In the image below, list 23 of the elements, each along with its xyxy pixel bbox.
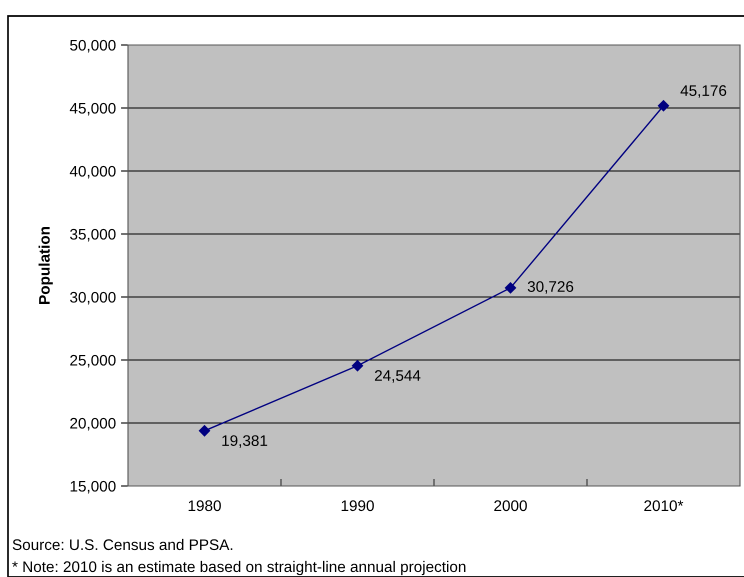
y-tick-label: 35,000 (70, 228, 116, 242)
data-label: 45,176 (680, 85, 726, 98)
point (198, 425, 210, 436)
x-tick-label: 1980 (188, 500, 221, 512)
data-label: 30,726 (528, 281, 574, 294)
point (352, 360, 364, 372)
point (658, 100, 670, 112)
data-label: 24,544 (374, 370, 420, 383)
text: * Note: 2010 is an estimate based on straight-line annual projection (12, 560, 466, 576)
point (504, 282, 516, 294)
data-label: 19,381 (222, 435, 268, 448)
y-tick-label: 40,000 (70, 166, 116, 178)
y-tick-label: 20,000 (70, 418, 116, 430)
source-note: Source: U.S. Census and PPSA. (12, 538, 232, 550)
x-tick-label: 2000 (494, 500, 527, 512)
x-tick-label: 2010* (644, 500, 684, 512)
y-tick-label: 50,000 (70, 40, 116, 52)
y-tick-label: 25,000 (70, 354, 116, 368)
y-tick-label: 30,000 (70, 292, 116, 304)
y-tick-label: 15,000 (70, 480, 116, 494)
y-tick-label: 45,000 (70, 102, 116, 116)
y-axis-title: Population (38, 226, 53, 304)
x-tick-label: 1990 (342, 500, 374, 512)
